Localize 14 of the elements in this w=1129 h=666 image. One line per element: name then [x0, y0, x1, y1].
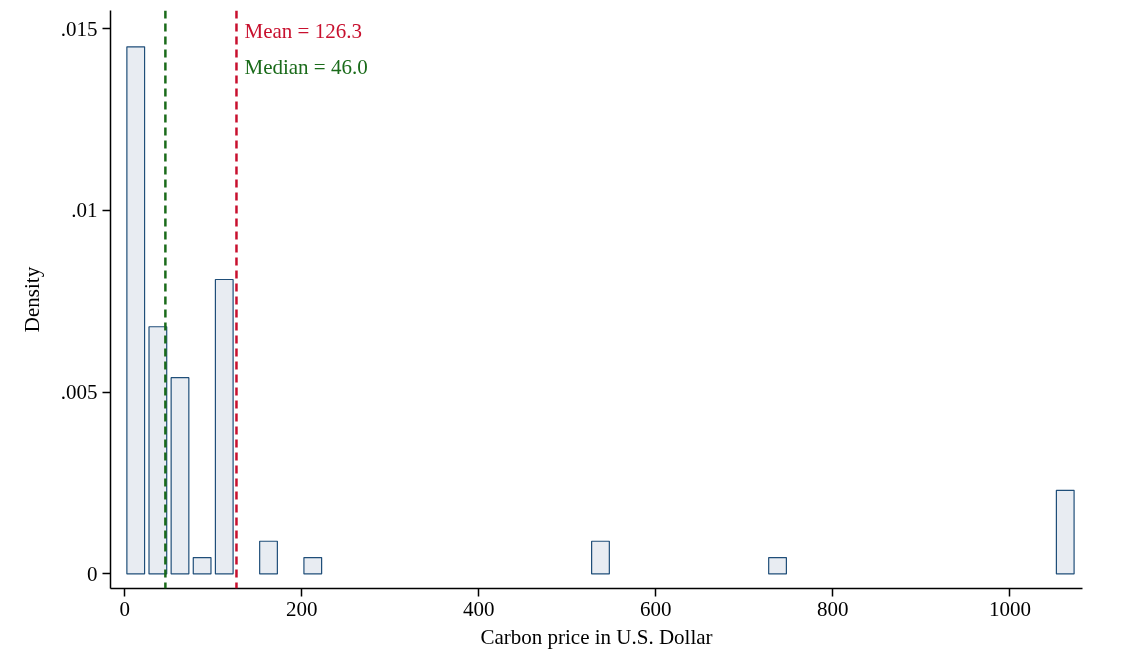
x-tick-label: 1000: [988, 596, 1031, 621]
y-tick-label: .01: [71, 198, 98, 223]
x-tick-label: 400: [463, 596, 495, 621]
x-tick-label: 600: [640, 596, 672, 621]
x-tick-label: 0: [119, 596, 130, 621]
y-tick-label: 0: [87, 561, 98, 586]
y-axis-title: Density: [19, 266, 44, 333]
y-tick-label: .005: [60, 380, 98, 405]
ref-line-label: Median = 46.0: [244, 54, 368, 79]
ref-line-label: Mean = 126.3: [244, 18, 362, 43]
x-tick-label: 800: [817, 596, 849, 621]
x-axis-title: Carbon price in U.S. Dollar: [480, 624, 713, 649]
y-tick-label: .015: [60, 16, 98, 41]
x-tick-label: 200: [285, 596, 318, 621]
